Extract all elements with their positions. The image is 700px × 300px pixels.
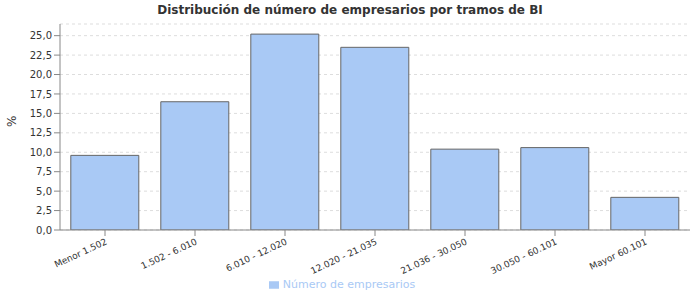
- svg-text:Mayor 60.101: Mayor 60.101: [588, 237, 649, 272]
- svg-text:22,5: 22,5: [30, 50, 52, 61]
- html-text:Distribución de número de empr: Distribución de número de empresarios po…: [157, 3, 543, 17]
- svg-text:25,0: 25,0: [30, 30, 52, 41]
- svg-text:10,0: 10,0: [30, 147, 52, 158]
- svg-text:12,5: 12,5: [30, 127, 52, 138]
- svg-text:1.502 - 6.010: 1.502 - 6.010: [139, 236, 198, 271]
- svg-text:0,0: 0,0: [36, 225, 52, 236]
- svg-text:6.010 - 12.020: 6.010 - 12.020: [224, 236, 288, 273]
- svg-text:7,5: 7,5: [36, 166, 52, 177]
- svg-text:12.020 - 21.035: 12.020 - 21.035: [309, 237, 378, 276]
- svg-text:5,0: 5,0: [36, 186, 52, 197]
- svg-text:15,0: 15,0: [30, 108, 52, 119]
- svg-text:21.036 - 30.050: 21.036 - 30.050: [399, 236, 469, 276]
- html-text:Número de empresarios: Número de empresarios: [282, 278, 416, 291]
- svg-text:20,0: 20,0: [30, 69, 52, 80]
- svg-text:17,5: 17,5: [30, 89, 52, 100]
- svg-text:%: %: [8, 116, 19, 127]
- svg-text:Menor 1.502: Menor 1.502: [53, 237, 109, 270]
- svg-text:2,5: 2,5: [36, 205, 52, 216]
- svg-text:30.050 - 60.101: 30.050 - 60.101: [489, 237, 558, 276]
